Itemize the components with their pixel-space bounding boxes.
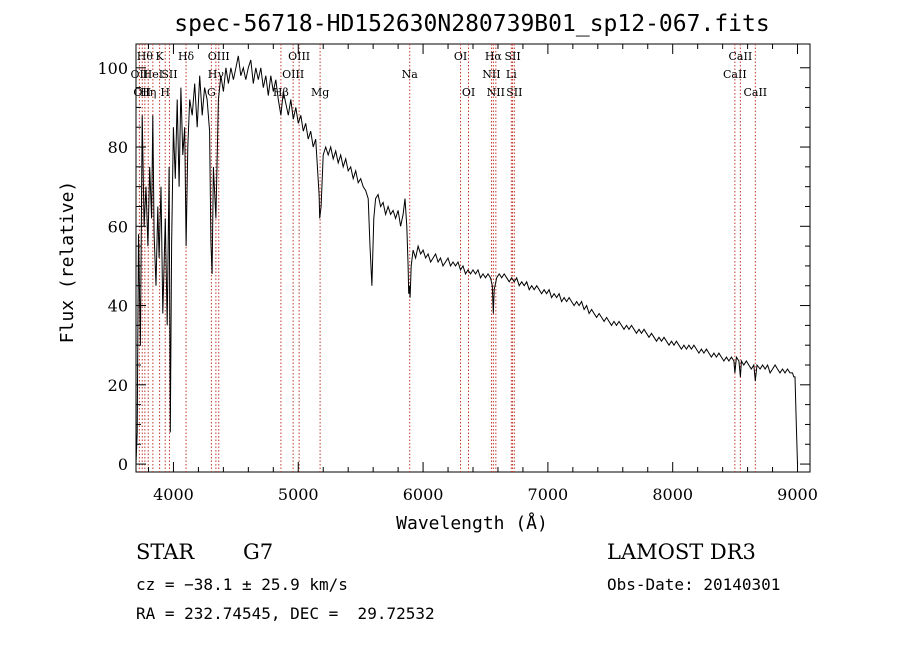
- line-marker-label: CaII: [723, 68, 747, 81]
- redshift-text: cz = −38.1 ± 25.9 km/s: [136, 575, 348, 594]
- line-marker-label: OIII: [208, 50, 230, 63]
- chart-title: spec-56718-HD152630N280739B01_sp12-067.f…: [174, 11, 769, 37]
- subclass: G7: [243, 540, 274, 564]
- obs-date: Obs-Date: 20140301: [607, 575, 781, 594]
- line-marker-label: Hη: [140, 86, 156, 99]
- line-marker-label: H: [160, 86, 170, 99]
- x-axis-label: Wavelength (Å): [396, 512, 548, 534]
- line-marker-label: Hα: [485, 50, 503, 63]
- line-marker-label: OII: [133, 86, 151, 99]
- x-tick-label: 4000: [153, 485, 194, 504]
- plot-frame: [135, 43, 811, 473]
- line-marker-label: K: [155, 50, 164, 63]
- y-axis-label: Flux (relative): [57, 181, 78, 344]
- line-marker-label: OI: [462, 86, 475, 99]
- line-marker-label: Li: [506, 68, 517, 81]
- line-marker-label: G: [207, 86, 216, 99]
- line-marker-label: SII: [506, 86, 522, 99]
- x-tick-label: 6000: [403, 485, 444, 504]
- line-marker-label: Hβ: [273, 86, 289, 99]
- y-tick-label: 0: [118, 455, 128, 474]
- survey-name: LAMOST DR3: [607, 540, 756, 564]
- y-tick-label: 20: [108, 376, 128, 395]
- y-tick-label: 80: [108, 138, 128, 157]
- line-marker-label: OIII: [282, 68, 304, 81]
- object-type: STAR: [136, 540, 195, 564]
- x-tick-label: 8000: [652, 485, 693, 504]
- line-marker-label: Na: [402, 68, 419, 81]
- y-tick-label: 40: [108, 297, 128, 316]
- spectrum-chart: spec-56718-HD152630N280739B01_sp12-067.f…: [57, 11, 818, 534]
- x-axis: 4000 5000 6000 7000 8000 9000: [147, 44, 818, 504]
- line-marker-label: Hδ: [178, 50, 195, 63]
- line-marker-label: NII: [487, 86, 505, 99]
- line-marker-label: HeI: [143, 68, 163, 81]
- line-marker-label: CaII: [729, 50, 753, 63]
- line-marker-label: SII: [504, 50, 520, 63]
- line-marker-label: OII: [131, 68, 149, 81]
- x-tick-label: 5000: [278, 485, 319, 504]
- line-marker-label: SII: [161, 68, 177, 81]
- line-marker-label: OIII: [288, 50, 310, 63]
- line-marker-label: Hθ: [137, 50, 154, 63]
- coordinates: RA = 232.74545, DEC = 29.72532: [136, 604, 435, 623]
- line-marker-label: CaII: [743, 86, 767, 99]
- y-axis: 0 20 40 60 80 100: [97, 59, 810, 474]
- spectrum-line: [135, 55, 798, 465]
- line-marker-labels: OIIOIIHθHηHeIKHSIIHδGHγOIIIHβOIIIOIIIMgN…: [131, 50, 768, 99]
- x-tick-label: 9000: [777, 485, 818, 504]
- y-tick-label: 100: [97, 59, 128, 78]
- line-markers: [138, 44, 756, 472]
- x-tick-label: 7000: [528, 485, 569, 504]
- line-marker-label: Mg: [311, 86, 329, 99]
- y-tick-label: 60: [108, 217, 128, 236]
- line-marker-label: OI: [454, 50, 467, 63]
- line-marker-label: NII: [482, 68, 500, 81]
